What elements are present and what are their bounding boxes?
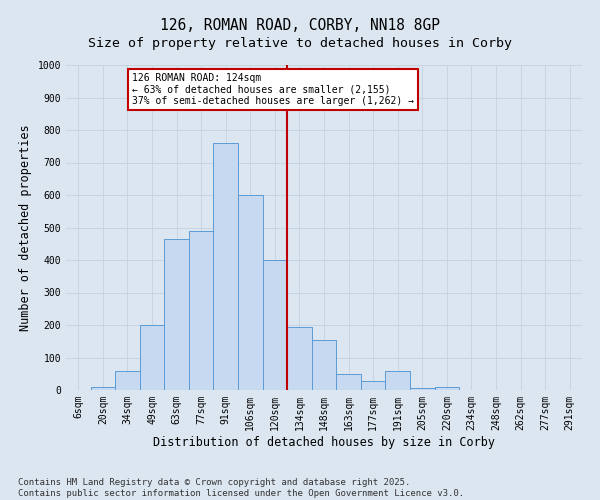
- Bar: [336, 374, 361, 390]
- Bar: [434, 388, 459, 390]
- Bar: [312, 340, 336, 390]
- Text: Size of property relative to detached houses in Corby: Size of property relative to detached ho…: [88, 38, 512, 51]
- Bar: [115, 370, 140, 390]
- Text: 126, ROMAN ROAD, CORBY, NN18 8GP: 126, ROMAN ROAD, CORBY, NN18 8GP: [160, 18, 440, 32]
- X-axis label: Distribution of detached houses by size in Corby: Distribution of detached houses by size …: [153, 436, 495, 448]
- Text: Contains HM Land Registry data © Crown copyright and database right 2025.
Contai: Contains HM Land Registry data © Crown c…: [18, 478, 464, 498]
- Bar: [91, 387, 115, 390]
- Text: 126 ROMAN ROAD: 124sqm
← 63% of detached houses are smaller (2,155)
37% of semi-: 126 ROMAN ROAD: 124sqm ← 63% of detached…: [133, 73, 415, 106]
- Bar: [238, 195, 263, 390]
- Bar: [140, 325, 164, 390]
- Bar: [263, 260, 287, 390]
- Y-axis label: Number of detached properties: Number of detached properties: [19, 124, 32, 331]
- Bar: [287, 326, 312, 390]
- Bar: [164, 239, 189, 390]
- Bar: [410, 388, 434, 390]
- Bar: [189, 231, 214, 390]
- Bar: [361, 381, 385, 390]
- Bar: [385, 370, 410, 390]
- Bar: [214, 143, 238, 390]
